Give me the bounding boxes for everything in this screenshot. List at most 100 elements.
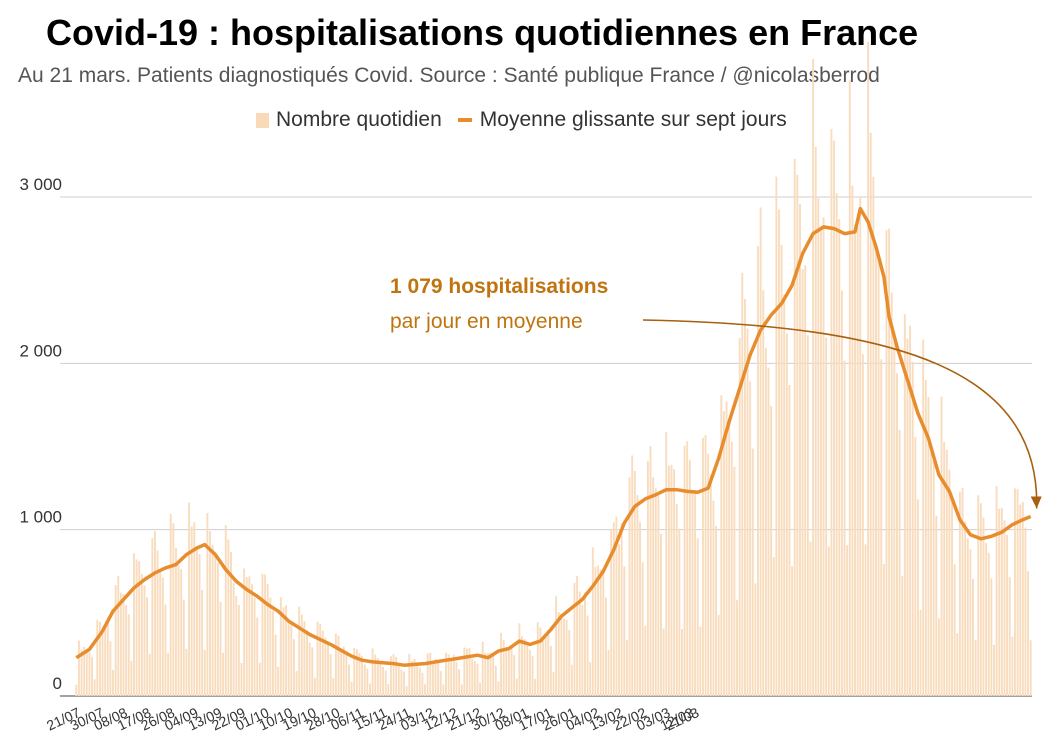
daily-bar bbox=[618, 544, 620, 696]
daily-bar bbox=[114, 585, 117, 696]
daily-bar bbox=[612, 522, 615, 696]
daily-bar bbox=[497, 681, 500, 696]
daily-bar bbox=[573, 583, 576, 696]
daily-bar bbox=[206, 512, 209, 696]
daily-bar bbox=[290, 620, 293, 696]
daily-bar bbox=[542, 637, 544, 696]
daily-bar bbox=[783, 295, 786, 696]
daily-bar bbox=[122, 593, 125, 696]
daily-bar bbox=[801, 268, 804, 696]
daily-bar bbox=[167, 652, 170, 696]
daily-bar bbox=[83, 647, 86, 696]
daily-bar bbox=[966, 538, 969, 696]
daily-bar bbox=[434, 658, 437, 696]
daily-bar bbox=[353, 647, 356, 696]
daily-bar bbox=[791, 566, 794, 696]
y-tick-label: 2 000 bbox=[19, 341, 62, 360]
daily-bar bbox=[746, 328, 749, 696]
daily-bar bbox=[159, 572, 162, 696]
daily-bar bbox=[738, 338, 741, 696]
daily-bar bbox=[536, 622, 539, 696]
daily-bar bbox=[321, 630, 324, 696]
daily-bar bbox=[1024, 527, 1027, 696]
daily-bar bbox=[510, 647, 513, 696]
annotation: 1 079 hospitalisations par jour en moyen… bbox=[390, 275, 1042, 509]
daily-bar bbox=[557, 611, 560, 696]
daily-bar bbox=[819, 228, 822, 696]
daily-bar bbox=[930, 450, 932, 696]
daily-bar bbox=[649, 446, 652, 696]
daily-bar bbox=[846, 545, 849, 696]
daily-bar bbox=[665, 432, 668, 696]
daily-bar bbox=[513, 655, 516, 696]
daily-bar bbox=[379, 661, 382, 696]
daily-bar bbox=[130, 660, 133, 696]
daily-bar bbox=[248, 576, 251, 696]
daily-bar bbox=[455, 662, 458, 696]
daily-bar bbox=[106, 620, 109, 696]
daily-bar bbox=[332, 678, 335, 696]
daily-bar bbox=[969, 549, 972, 696]
daily-bar bbox=[686, 441, 689, 696]
daily-bar bbox=[838, 219, 841, 696]
daily-bar bbox=[358, 652, 361, 696]
daily-bar bbox=[917, 499, 919, 696]
daily-bar bbox=[143, 585, 146, 696]
y-tick-label: 1 000 bbox=[19, 508, 62, 527]
daily-bar bbox=[369, 683, 371, 696]
daily-bar bbox=[127, 614, 130, 696]
daily-bar bbox=[437, 661, 440, 696]
daily-bar bbox=[932, 458, 935, 696]
daily-bar bbox=[951, 501, 953, 696]
daily-bar bbox=[749, 381, 752, 696]
daily-bar bbox=[691, 490, 694, 696]
daily-bar bbox=[636, 495, 639, 696]
daily-bar bbox=[319, 623, 322, 696]
daily-bar bbox=[458, 669, 461, 696]
daily-bar bbox=[707, 453, 710, 696]
daily-bar bbox=[418, 667, 421, 696]
daily-bar bbox=[473, 660, 476, 696]
daily-bar bbox=[854, 224, 856, 696]
daily-bar bbox=[799, 203, 801, 697]
daily-bar bbox=[633, 471, 636, 696]
daily-bar bbox=[397, 666, 400, 696]
daily-bar bbox=[195, 550, 198, 696]
daily-bar bbox=[840, 290, 843, 696]
daily-bar bbox=[264, 574, 267, 696]
daily-bar bbox=[681, 629, 683, 696]
daily-bar bbox=[953, 564, 956, 696]
daily-bar bbox=[625, 640, 628, 696]
daily-bar bbox=[361, 655, 364, 696]
daily-bar bbox=[751, 448, 754, 696]
daily-bar bbox=[972, 578, 974, 696]
daily-bar bbox=[416, 662, 419, 696]
daily-bar bbox=[408, 653, 411, 696]
daily-bar bbox=[547, 629, 550, 696]
annotation-arrow bbox=[642, 319, 1038, 509]
daily-bar bbox=[683, 445, 686, 696]
daily-bar bbox=[722, 411, 725, 696]
daily-bar bbox=[85, 650, 88, 696]
daily-bar bbox=[484, 652, 487, 696]
daily-bar bbox=[958, 491, 961, 696]
daily-bar bbox=[867, 41, 870, 696]
annotation-arrowhead bbox=[1030, 496, 1042, 509]
daily-bar bbox=[893, 331, 896, 696]
daily-bar bbox=[240, 663, 243, 696]
daily-bar bbox=[987, 552, 990, 696]
daily-bar bbox=[1027, 571, 1030, 696]
daily-bar bbox=[219, 601, 222, 696]
daily-bar bbox=[788, 385, 791, 696]
daily-bar bbox=[203, 649, 206, 696]
daily-bar bbox=[198, 553, 201, 696]
daily-bar bbox=[104, 628, 107, 696]
daily-bar bbox=[539, 627, 542, 696]
daily-bar bbox=[764, 347, 767, 696]
daily-bar bbox=[924, 380, 927, 696]
daily-bar bbox=[222, 652, 225, 696]
daily-bar bbox=[518, 623, 521, 696]
daily-bar bbox=[445, 652, 447, 696]
daily-bar bbox=[216, 562, 219, 696]
